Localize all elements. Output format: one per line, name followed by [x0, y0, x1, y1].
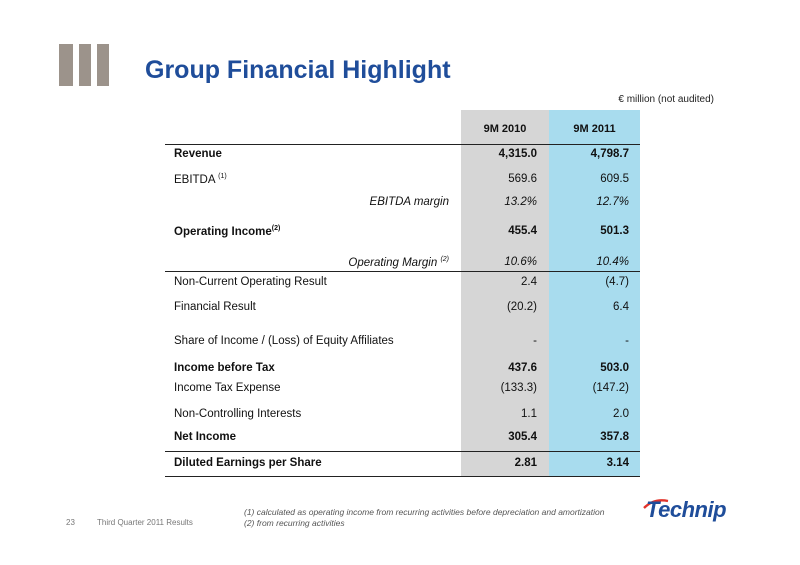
value-9m-2010: 13.2%	[504, 196, 537, 208]
deco-bar-2	[79, 44, 91, 86]
technip-logo: Technip	[640, 497, 740, 527]
value-9m-2010: 2.4	[521, 276, 537, 288]
column-header-9m-2011: 9M 2011	[573, 123, 616, 135]
row-label: Share of Income / (Loss) of Equity Affil…	[174, 335, 394, 347]
table-row-net-income: Net Income 305.4 357.8	[165, 429, 640, 449]
row-label: Non-Current Operating Result	[174, 276, 327, 288]
row-label: Income before Tax	[174, 362, 275, 374]
row-label: Income Tax Expense	[174, 382, 281, 394]
value-9m-2011: 503.0	[600, 362, 629, 374]
table-row-diluted-eps: Diluted Earnings per Share 2.81 3.14	[165, 455, 640, 475]
footnote-2: (2) from recurring activities	[244, 518, 345, 528]
logo-swoosh-icon	[643, 499, 669, 509]
value-9m-2011: 357.8	[600, 431, 629, 443]
row-label-text: Operating Income	[174, 225, 272, 238]
table-divider-rule	[165, 271, 640, 272]
value-9m-2011: -	[625, 335, 629, 347]
value-9m-2010: 437.6	[508, 362, 537, 374]
value-9m-2010: 569.6	[508, 173, 537, 185]
row-label: Operating Income(2)	[174, 225, 280, 238]
title-bars-decoration	[59, 44, 119, 86]
value-9m-2011: 10.4%	[596, 256, 629, 268]
row-label-text: EBITDA	[174, 173, 219, 186]
table-row-income-tax-expense: Income Tax Expense (133.3) (147.2)	[165, 380, 640, 400]
table-row-financial-result: Financial Result (20.2) 6.4	[165, 299, 640, 319]
row-label: EBITDA margin	[369, 196, 449, 208]
table-row-operating-margin: Operating Margin (2) 10.6% 10.4%	[165, 254, 640, 274]
value-9m-2010: 455.4	[508, 225, 537, 237]
table-row-income-before-tax: Income before Tax 437.6 503.0	[165, 360, 640, 380]
column-background-9m-2011	[549, 110, 640, 476]
row-label: EBITDA (1)	[174, 173, 227, 186]
deco-bar-1	[59, 44, 73, 86]
row-label: Non-Controlling Interests	[174, 408, 302, 420]
value-9m-2011: 12.7%	[596, 196, 629, 208]
value-9m-2010: 305.4	[508, 431, 537, 443]
value-9m-2010: 10.6%	[504, 256, 537, 268]
footnote-ref: (2)	[440, 256, 449, 263]
table-total-rule	[165, 451, 640, 452]
footnote-ref: (1)	[218, 173, 227, 180]
footnote-ref: (2)	[271, 225, 281, 232]
table-bottom-rule	[165, 476, 640, 477]
unit-note: € million (not audited)	[618, 94, 714, 105]
row-label: Revenue	[174, 148, 222, 160]
value-9m-2010: (133.3)	[500, 382, 537, 394]
page-number: 23	[66, 518, 75, 527]
value-9m-2010: (20.2)	[506, 301, 537, 313]
footnote-1: (1) calculated as operating income from …	[244, 507, 605, 517]
table-row-operating-income: Operating Income(2) 455.4 501.3	[165, 223, 640, 243]
value-9m-2011: 3.14	[606, 457, 629, 469]
value-9m-2010: 1.1	[521, 408, 537, 420]
value-9m-2011: 609.5	[600, 173, 629, 185]
value-9m-2011: (147.2)	[592, 382, 629, 394]
column-header-9m-2010: 9M 2010	[483, 123, 527, 135]
deco-bar-3	[97, 44, 109, 86]
table-row-equity-affiliates: Share of Income / (Loss) of Equity Affil…	[165, 333, 640, 353]
deck-title: Third Quarter 2011 Results	[97, 518, 193, 527]
row-label: Financial Result	[174, 301, 256, 313]
value-9m-2011: 4,798.7	[590, 148, 629, 160]
table-row-non-controlling-interests: Non-Controlling Interests 1.1 2.0	[165, 406, 640, 426]
table-row-non-current-operating-result: Non-Current Operating Result 2.4 (4.7)	[165, 274, 640, 294]
value-9m-2011: 501.3	[600, 225, 629, 237]
value-9m-2011: (4.7)	[605, 276, 629, 288]
logo-wordmark: Technip	[646, 497, 727, 522]
table-row-revenue: Revenue 4,315.0 4,798.7	[165, 146, 640, 166]
table-top-rule	[165, 144, 640, 145]
table-row-ebitda: EBITDA (1) 569.6 609.5	[165, 171, 640, 191]
row-label: Net Income	[174, 431, 236, 443]
value-9m-2011: 6.4	[613, 301, 629, 313]
table-row-ebitda-margin: EBITDA margin 13.2% 12.7%	[165, 194, 640, 214]
column-background-9m-2010	[461, 110, 549, 476]
value-9m-2010: 2.81	[514, 457, 537, 469]
value-9m-2010: -	[533, 335, 537, 347]
row-label: Operating Margin (2)	[348, 256, 449, 269]
value-9m-2011: 2.0	[613, 408, 629, 420]
page-title: Group Financial Highlight	[145, 56, 451, 84]
row-label: Diluted Earnings per Share	[174, 457, 322, 469]
value-9m-2010: 4,315.0	[498, 148, 537, 160]
row-label-text: Operating Margin	[348, 256, 441, 269]
